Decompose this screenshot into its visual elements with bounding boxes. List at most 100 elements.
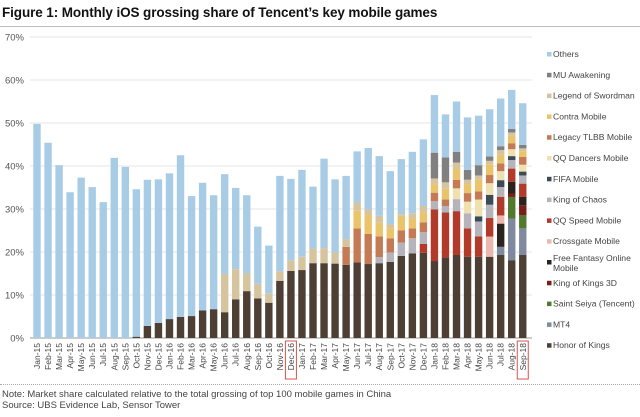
y-tick-label: 70% (5, 33, 25, 44)
x-tick-label: Sep-15 (120, 343, 130, 371)
bar-segment (485, 218, 494, 237)
bar-segment (519, 175, 527, 184)
y-tick-label: 10% (5, 291, 25, 302)
bar-segment (265, 302, 273, 338)
x-tick-label: Feb-18 (440, 343, 450, 370)
bar-segment (154, 322, 163, 338)
bar-stack (298, 169, 306, 338)
bar-stack (243, 195, 251, 338)
legend-item: Honor of Kings (547, 340, 610, 350)
bar-segment (331, 179, 339, 253)
bar-segment (198, 182, 207, 311)
x-tick-label: May-16 (209, 343, 219, 372)
bar-segment (463, 213, 472, 229)
footer: Note: Market share calculated relative t… (2, 389, 391, 411)
bar-segment (364, 147, 372, 210)
bar-segment (419, 222, 428, 233)
bar-segment (408, 253, 417, 338)
bar-segment (132, 336, 141, 338)
bar-segment (276, 271, 284, 281)
bar-segment (496, 180, 505, 188)
bar-segment (397, 255, 406, 338)
x-tick-label: Jan-18 (429, 343, 439, 369)
x-tick-label: Apr-17 (330, 343, 340, 369)
legend-label: QQ Dancers Mobile (553, 153, 629, 163)
bar-segment (375, 257, 383, 264)
bar-segment (243, 273, 251, 292)
bars (33, 89, 527, 338)
bar-segment (209, 195, 218, 310)
bar-segment (485, 175, 494, 184)
bar-segment (408, 213, 417, 219)
legend-swatch (547, 52, 552, 57)
legend-item: Free Fantasy Online Mobile (547, 253, 631, 273)
bar-stack (309, 186, 317, 338)
bar-segment (375, 222, 383, 237)
x-tick-label: Dec-15 (153, 343, 163, 371)
bar-segment (375, 236, 383, 258)
bar-segment (508, 260, 516, 338)
x-tick-label: Jan-17 (297, 343, 307, 369)
bar-segment (121, 166, 130, 338)
bar-segment (320, 158, 328, 249)
bar-stack (165, 173, 174, 338)
bar-segment (353, 151, 361, 203)
bar-segment (243, 195, 251, 274)
bar-segment (519, 183, 527, 197)
bar-segment (430, 152, 439, 179)
bar-segment (375, 156, 383, 216)
legend-swatch (547, 301, 552, 307)
bar-stack (342, 175, 350, 338)
bar-stack (364, 147, 372, 338)
bar-segment (452, 169, 461, 180)
legend-label: Legacy TLBB Mobile (553, 132, 632, 142)
bar-segment (342, 246, 350, 265)
bar-segment (132, 189, 141, 337)
bar-segment (309, 263, 317, 338)
bar-segment (342, 239, 350, 247)
title-divider (0, 26, 640, 27)
bar-segment (165, 173, 174, 320)
legend-label: King of Kings 3D (553, 278, 617, 288)
bar-segment (485, 236, 494, 257)
bar-stack (66, 192, 74, 338)
x-tick-label: Apr-18 (463, 343, 473, 369)
bar-segment (474, 175, 483, 180)
bar-stack (44, 142, 52, 338)
bar-segment (232, 299, 240, 338)
bar-segment (496, 146, 505, 151)
bar-segment (463, 117, 472, 170)
bar-stack (331, 179, 339, 338)
legend-item: King of Chaos (547, 195, 607, 205)
bar-segment (66, 192, 74, 338)
bar-segment (508, 193, 516, 197)
x-tick-label: Jul-17 (363, 343, 373, 366)
legend-swatch (547, 114, 552, 119)
legend-item: FIFA Mobile (547, 174, 599, 184)
bar-segment (463, 193, 472, 202)
x-tick-label: Oct-16 (264, 343, 274, 369)
x-tick-label: Dec-17 (418, 343, 428, 371)
bar-segment (519, 215, 527, 229)
legend-label: MT4 (553, 319, 570, 329)
bar-segment (441, 257, 450, 338)
bar-segment (508, 168, 516, 182)
bar-segment (419, 232, 428, 244)
bar-segment (397, 214, 406, 216)
bar-stack (353, 151, 361, 338)
bar-stack (55, 165, 63, 338)
bar-segment (408, 228, 417, 239)
legend-swatch (547, 322, 552, 327)
bar-segment (474, 236, 483, 257)
legend-swatch (547, 239, 552, 244)
bar-segment (474, 179, 483, 192)
x-tick-label: Jun-17 (352, 343, 362, 369)
bar-segment (430, 261, 439, 338)
bar-segment (430, 192, 439, 202)
bar-segment (474, 191, 483, 200)
bar-segment (287, 178, 295, 261)
x-tick-label: May-18 (474, 343, 484, 372)
chart-title: Figure 1: Monthly iOS grossing share of … (2, 5, 438, 20)
bar-segment (220, 273, 229, 313)
bar-segment (353, 210, 361, 229)
